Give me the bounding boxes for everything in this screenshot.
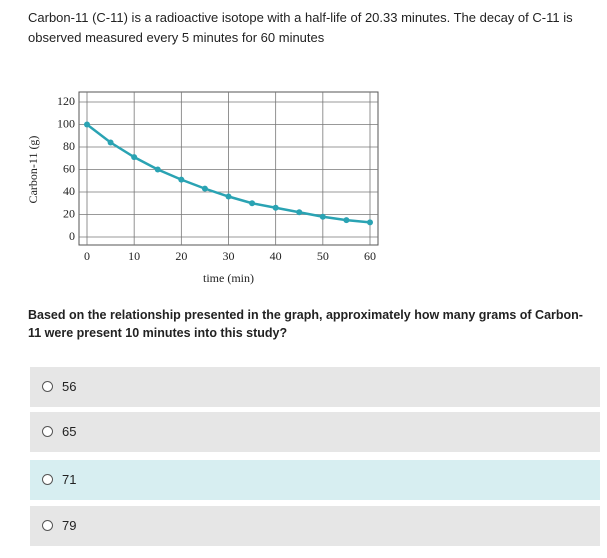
data-point [296, 209, 303, 216]
radio[interactable] [42, 520, 53, 531]
data-point [367, 219, 373, 226]
option-text: 65 [62, 424, 77, 439]
y-tick-label: 120 [57, 94, 75, 108]
option-text: 56 [62, 379, 77, 394]
x-tick-label: 30 [223, 249, 235, 263]
x-tick-label: 40 [270, 249, 282, 263]
x-axis-label: time (min) [203, 271, 254, 285]
y-tick-label: 80 [63, 139, 75, 153]
y-tick-label: 60 [63, 161, 75, 175]
y-tick-label: 40 [63, 184, 75, 198]
chart: 0 20 40 60 80 100 120 0 10 20 30 40 50 60 time (min) Ca… [26, 91, 379, 285]
radio[interactable] [42, 381, 53, 392]
question: Based on the relationship presented in t… [28, 308, 583, 340]
data-point [154, 166, 161, 173]
y-axis-label: Carbon-11 (g) [26, 136, 40, 204]
data-point [107, 139, 114, 146]
option[interactable]: 65 [30, 412, 600, 452]
option-text: 79 [62, 518, 77, 533]
y-tick-label: 20 [63, 206, 75, 220]
option[interactable]: 56 [30, 367, 600, 407]
data-point [84, 121, 90, 128]
option[interactable]: 79 [30, 506, 600, 546]
data-point [249, 200, 256, 207]
x-tick-label: 50 [317, 249, 329, 263]
data-point [178, 176, 185, 183]
y-tick-label: 100 [57, 116, 75, 130]
radio[interactable] [42, 426, 53, 437]
option[interactable]: 71 [30, 460, 600, 500]
data-point [201, 185, 208, 192]
data-point [343, 217, 350, 224]
data-point [131, 154, 138, 161]
data-point [319, 213, 326, 220]
x-tick-label: 20 [175, 249, 187, 263]
y-tick-label: 0 [69, 229, 75, 243]
data-point [272, 204, 279, 211]
data-point [225, 193, 232, 200]
option-text: 71 [62, 472, 77, 487]
x-tick-label: 0 [84, 249, 90, 263]
x-tick-label: 60 [364, 249, 376, 263]
radio[interactable] [42, 474, 53, 485]
x-tick-label: 10 [128, 249, 140, 263]
intro-text: Carbon-11 (C-11) is a radioactive isotop… [28, 10, 573, 45]
